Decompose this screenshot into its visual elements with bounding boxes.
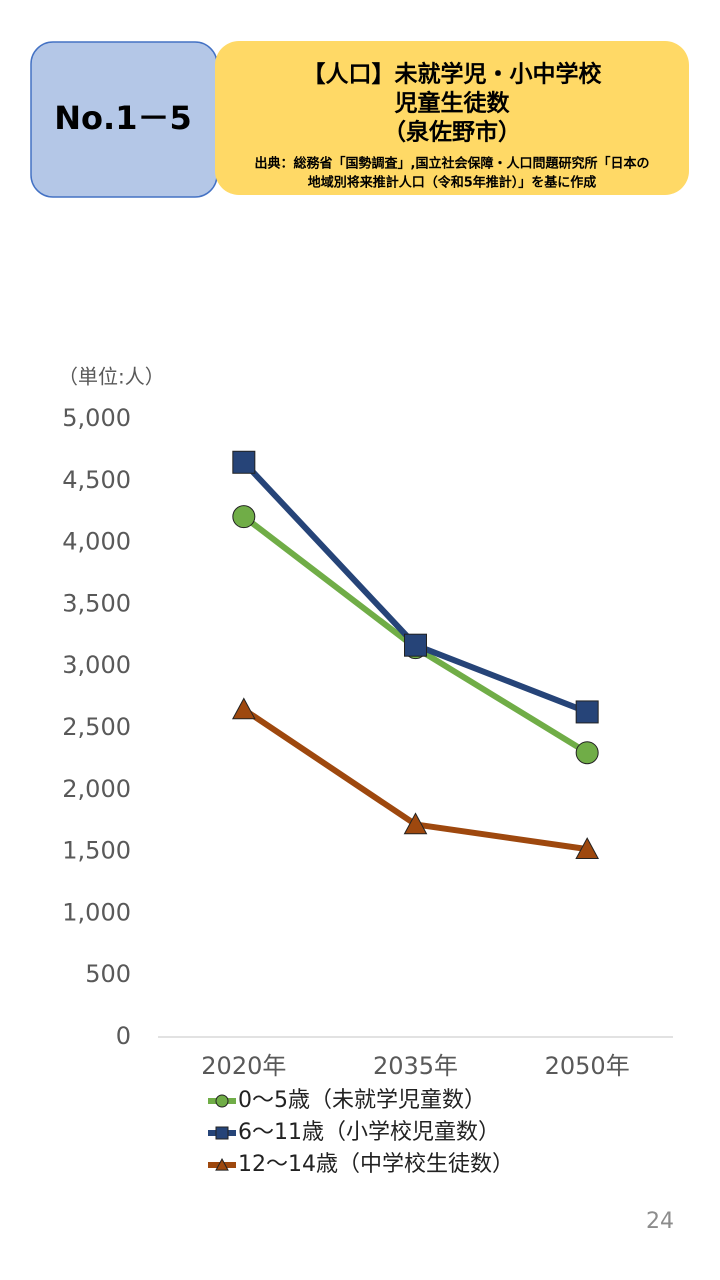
marker [575,700,599,724]
legend-label: 0～5歳（未就学児童数） [238,1088,486,1113]
y-tick-label: 3,500 [62,589,131,617]
slide-number: No.1－5 [54,99,191,137]
marker [215,1157,229,1171]
marker [575,741,599,765]
marker [403,812,428,835]
title-line: 【人口】未就学児・小中学校 [303,61,603,88]
source-line: 出典：総務省「国勢調査」,国立社会保障・人口問題研究所「日本の [255,156,650,172]
title-box [215,41,689,195]
marker [232,450,256,474]
unit-label: （単位:人） [58,365,165,389]
x-tick-label: 2050年 [545,1052,630,1080]
title-line: （泉佐野市） [383,119,521,146]
y-tick-label: 1,500 [62,837,131,865]
marker [404,633,427,657]
y-tick-label: 1,000 [62,898,131,926]
page-number: 24 [646,1209,674,1234]
y-tick-label: 4,000 [62,528,131,556]
y-tick-label: 2,500 [62,713,131,741]
title-line: 児童生徒数 [394,90,511,117]
x-tick-label: 2035年 [373,1052,458,1080]
legend-label: 12～14歳（中学校生徒数） [238,1152,514,1177]
legend-label: 6～11歳（小学校児童数） [238,1120,500,1145]
y-tick-label: 0 [116,1022,131,1050]
y-tick-label: 500 [85,960,131,988]
x-tick-label: 2020年 [201,1052,286,1080]
marker [215,1126,229,1140]
y-tick-label: 4,500 [62,466,131,494]
marker [575,837,600,859]
marker [215,1094,229,1108]
marker [232,505,256,529]
y-tick-label: 3,000 [62,651,131,679]
y-tick-label: 2,000 [62,775,131,803]
source-line: 地域別将来推計人口（令和5年推計）」を基に作成 [308,175,597,191]
y-tick-label: 5,000 [62,404,131,432]
series-line [241,460,589,715]
marker [231,697,256,720]
